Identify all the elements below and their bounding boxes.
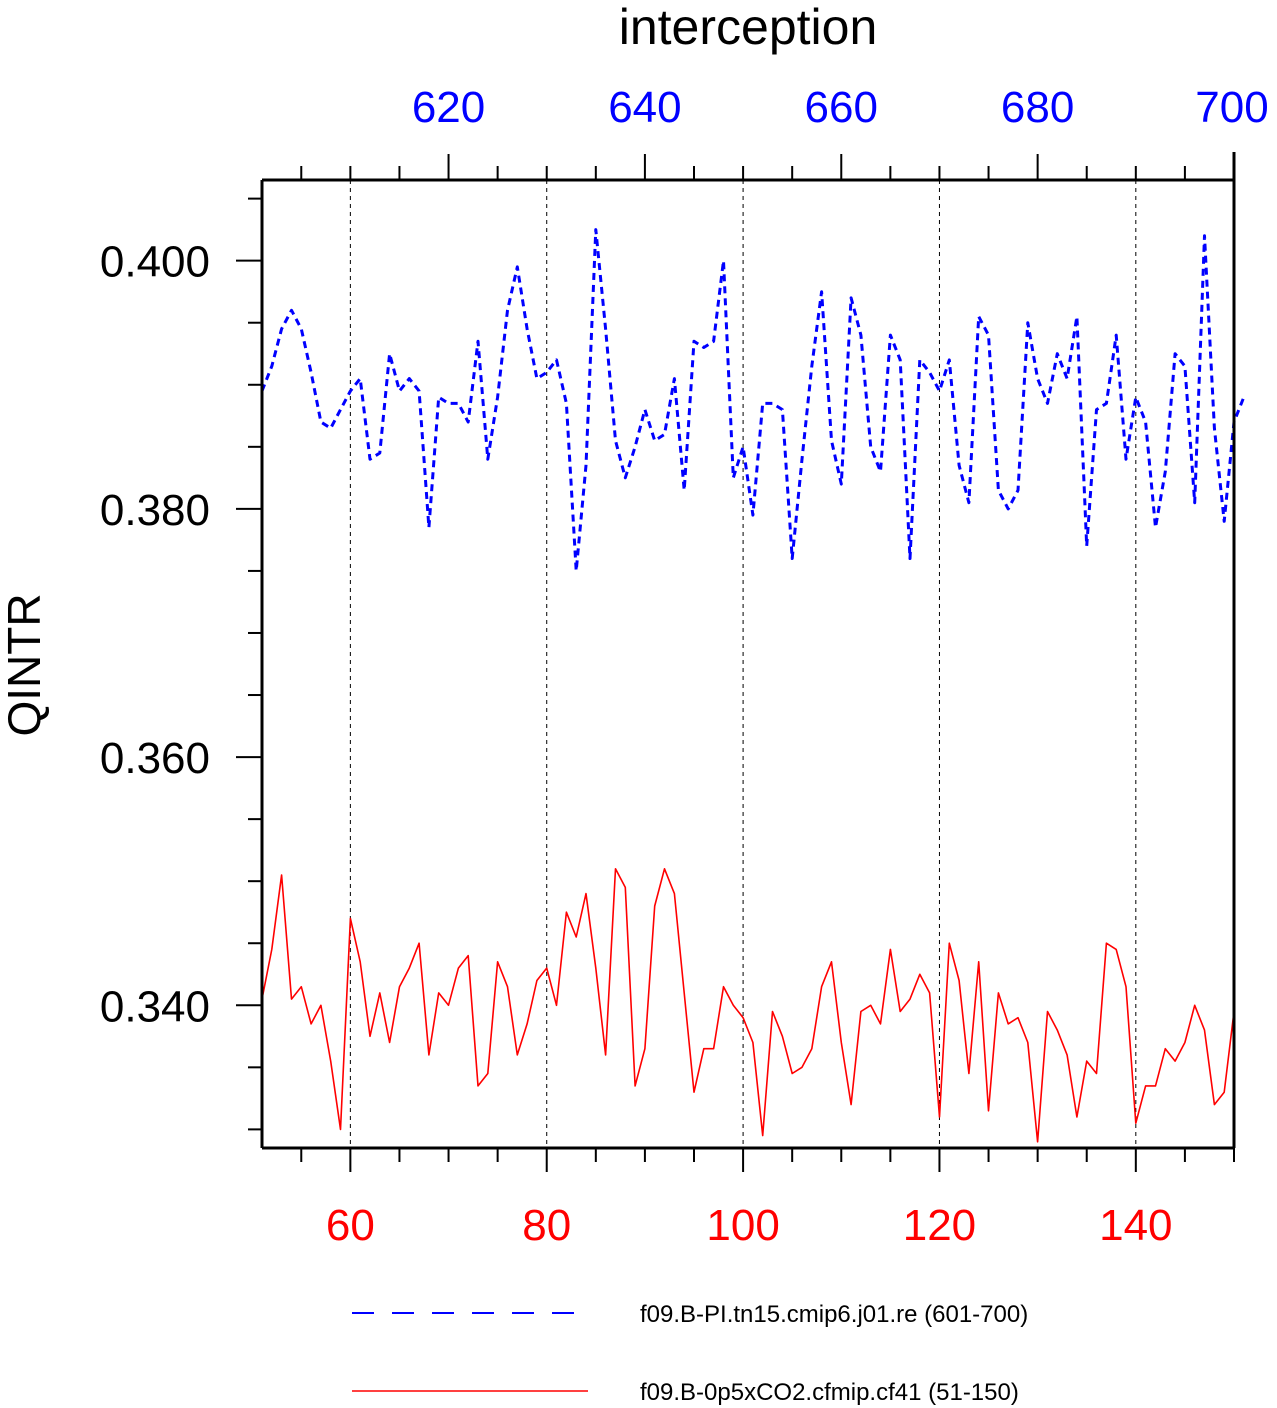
left-tick-label: 0.360 <box>100 734 210 783</box>
top-tick-label: 640 <box>608 83 681 132</box>
bottom-tick-label: 60 <box>326 1201 375 1250</box>
top-tick-label: 660 <box>805 83 878 132</box>
left-tick-label: 0.400 <box>100 238 210 287</box>
bottom-tick-label: 140 <box>1099 1201 1172 1250</box>
chart-title: interception <box>619 0 878 55</box>
tick-label-layer: 60 80 100 120 140 620 640 660 680 700 0.340 0.360 0.… <box>100 83 1269 1250</box>
legend-label-blue: f09.B-PI.tn15.cmip6.j01.re (601-700) <box>640 1301 1028 1328</box>
series-line-red <box>261 867 1235 1143</box>
bottom-tick-label: 120 <box>903 1201 976 1250</box>
series-layer <box>260 228 1246 1143</box>
bottom-tick-label: 100 <box>706 1201 779 1250</box>
bottom-tick-label: 80 <box>522 1201 571 1250</box>
axes-layer <box>236 152 1236 1172</box>
left-tick-label: 0.380 <box>100 486 210 535</box>
top-tick-label: 680 <box>1001 83 1074 132</box>
series-line-blue <box>260 228 1246 573</box>
legend: f09.B-PI.tn15.cmip6.j01.re (601-700) f09… <box>352 1301 1028 1406</box>
top-tick-label: 620 <box>412 83 485 132</box>
y-axis-label: QINTR <box>0 593 50 736</box>
legend-label-red: f09.B-0p5xCO2.cfmip.cf41 (51-150) <box>640 1379 1019 1406</box>
left-tick-label: 0.340 <box>100 982 210 1031</box>
top-tick-label: 700 <box>1195 83 1268 132</box>
grid-layer <box>349 180 1137 1148</box>
